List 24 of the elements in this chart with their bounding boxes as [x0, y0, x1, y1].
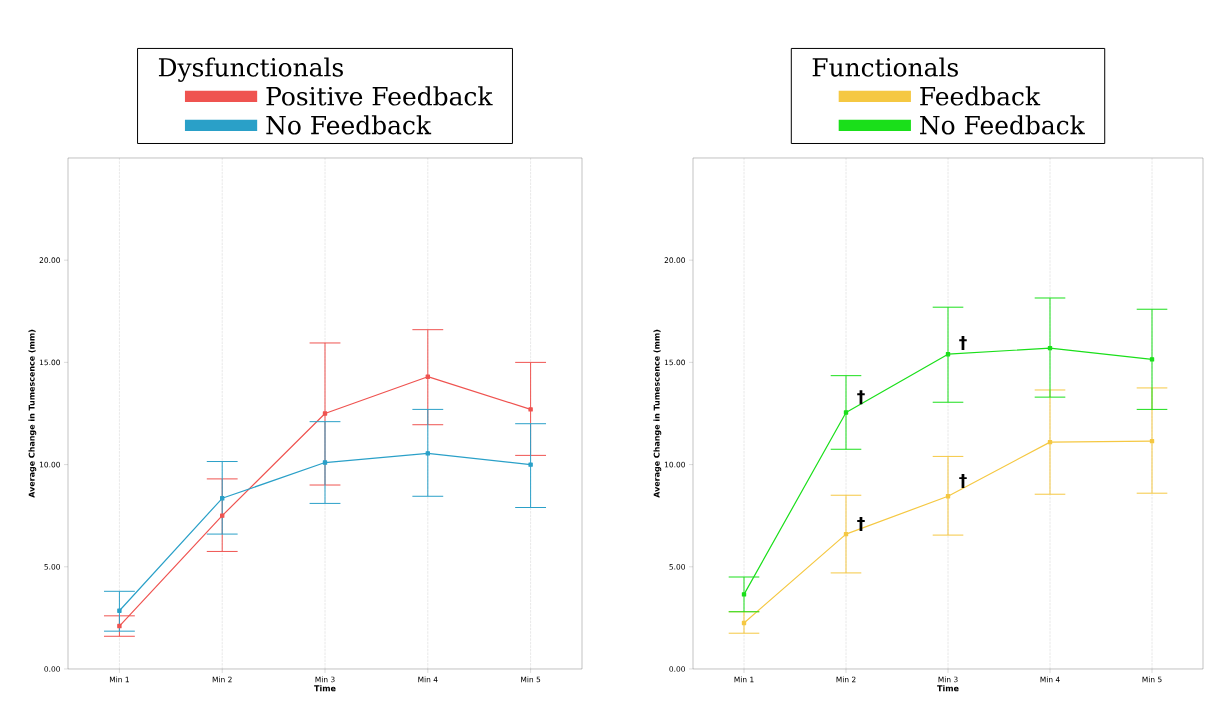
legend-label: No Feedback	[266, 115, 432, 135]
legend-label: Positive Feedback	[266, 86, 493, 106]
point	[528, 407, 533, 412]
point	[843, 410, 849, 415]
point	[220, 513, 225, 518]
point	[220, 496, 225, 501]
point	[945, 494, 951, 499]
point	[1149, 357, 1155, 362]
annotation: †	[959, 336, 967, 350]
annotation: †	[857, 516, 865, 531]
legend-title: Functionals	[812, 57, 958, 77]
legend-label: Feedback	[920, 86, 1041, 106]
point	[425, 451, 430, 456]
point	[117, 608, 122, 613]
annotation: †	[857, 390, 865, 405]
point	[322, 460, 328, 465]
legend-title: Dysfunctionals	[158, 57, 343, 82]
annotation: †	[959, 474, 967, 488]
legend-label: No Feedback	[920, 115, 1085, 135]
point	[425, 374, 430, 379]
point	[117, 623, 122, 629]
point	[322, 411, 328, 416]
point	[528, 462, 533, 467]
point	[741, 592, 747, 597]
